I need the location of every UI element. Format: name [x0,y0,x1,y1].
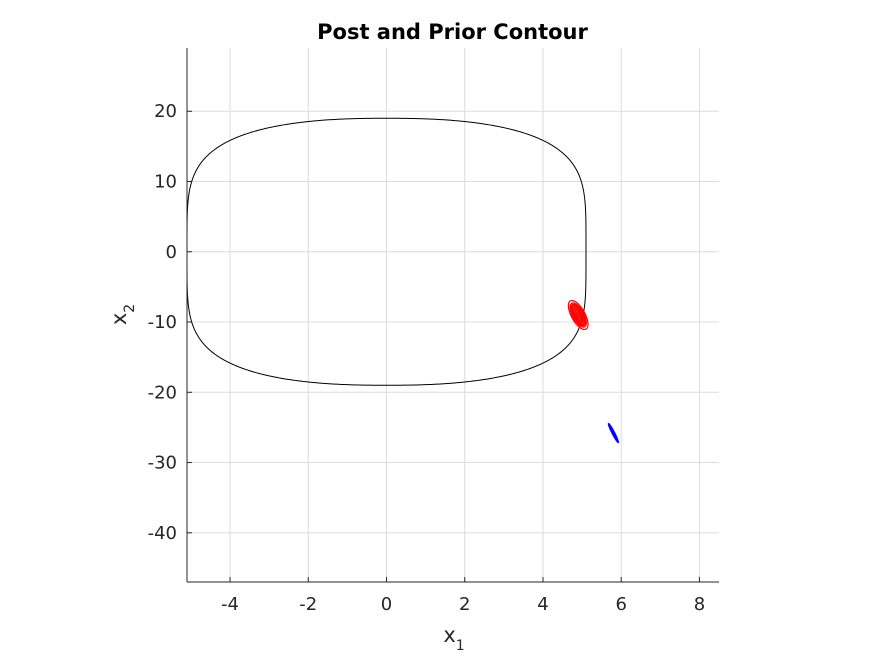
axes-background [187,48,719,582]
posterior-contour-0 [567,299,589,331]
x-tick-label-6: 8 [694,594,705,615]
data-layer [187,117,619,444]
y-tick-label-1: 10 [154,172,177,193]
chart-title: Post and Prior Contour [317,20,588,44]
x-tick-label-3: 2 [459,594,470,615]
x-tick-label-4: 4 [537,594,548,615]
x-tick-label-2: 0 [381,594,392,615]
y-axis-label: x2 [107,304,138,325]
y-tick-label-4: -20 [148,382,177,403]
y-tick-label-0: 20 [154,101,177,122]
x-tick-label-5: 6 [615,594,626,615]
y-tick-label-3: -10 [148,312,177,333]
posterior-contour-core [570,303,587,327]
x-tick-label-1: -2 [299,594,317,615]
y-tick-label-6: -40 [148,523,177,544]
limit-cycle-curve [187,117,587,386]
y-tick-label-5: -30 [148,453,177,474]
x-axis-label: x1 [443,623,464,654]
x-tick-label-0: -4 [221,594,239,615]
prior-contour [607,422,619,444]
y-tick-label-2: 0 [166,242,177,263]
